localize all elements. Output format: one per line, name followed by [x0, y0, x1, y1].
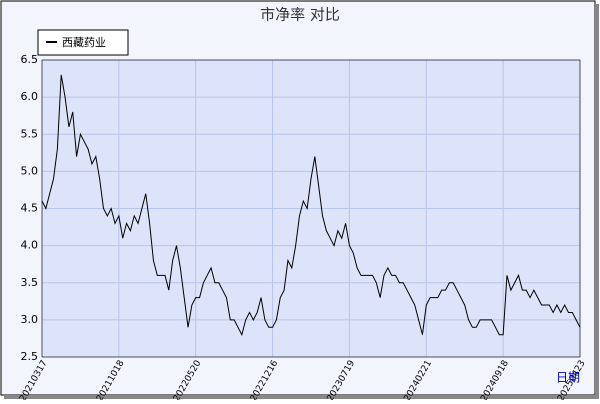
y-tick-label: 5.0: [21, 164, 39, 177]
y-tick-label: 6.5: [21, 53, 39, 66]
shadow: [595, 4, 599, 399]
y-tick-label: 5.5: [21, 127, 39, 140]
y-tick-label: 6.0: [21, 90, 39, 103]
plot-border: [41, 59, 581, 358]
y-tick-label: 3.5: [21, 276, 39, 289]
legend-label: 西藏药业: [62, 36, 106, 49]
chart-title: 市净率 对比: [260, 6, 340, 24]
series-line: [41, 74, 581, 337]
y-tick-label: 4.5: [21, 202, 39, 215]
y-tick-label: 2.5: [21, 350, 39, 363]
marks: [41, 74, 581, 337]
x-axis-label: 日期: [556, 371, 580, 385]
shadow: [4, 395, 598, 399]
y-tick-label: 3.0: [21, 313, 39, 326]
y-tick-label: 4.0: [21, 239, 39, 252]
